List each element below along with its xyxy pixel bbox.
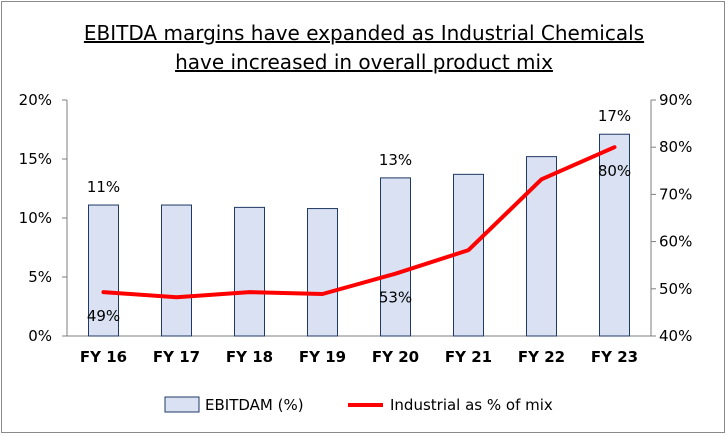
x-tick-label: FY 21: [445, 348, 492, 366]
series-line: [101, 145, 617, 300]
right-tick-label: 80%: [659, 138, 692, 156]
right-tick-label: 40%: [659, 327, 692, 345]
x-tick-label: FY 20: [372, 348, 419, 366]
x-tick-label: FY 19: [299, 348, 346, 366]
bar: [161, 204, 192, 337]
left-tick-label: 5%: [28, 268, 52, 286]
legend-line-label: Industrial as % of mix: [390, 396, 553, 414]
line-data-label: 80%: [598, 162, 631, 180]
bar-data-label: 17%: [598, 107, 631, 125]
bar: [380, 177, 411, 337]
chart-title-line-1: EBITDA margins have expanded as Industri…: [84, 21, 644, 45]
chart-title-line-2: have increased in overall product mix: [175, 50, 553, 74]
legend-bar-label: EBITDAM (%): [205, 396, 304, 414]
bar: [88, 204, 119, 337]
bar: [599, 133, 630, 337]
x-tick-label: FY 18: [226, 348, 273, 366]
x-tick-label: FY 22: [518, 348, 565, 366]
x-tick-label: FY 17: [153, 348, 200, 366]
plot-area: 0% 5% 10% 15% 20% 40% 50% 60% 70% 80% 90% FY 16 FY 1…: [19, 91, 693, 366]
left-tick-label: 0%: [28, 327, 52, 345]
bar-data-label: 13%: [379, 151, 412, 169]
line-data-label: 53%: [379, 289, 412, 307]
bar-data-label: 11%: [87, 178, 120, 196]
right-tick-label: 60%: [659, 233, 692, 251]
x-tick-label: FY 23: [591, 348, 638, 366]
bar: [526, 156, 557, 337]
left-tick-label: 15%: [19, 150, 52, 168]
x-tick-label: FY 16: [80, 348, 127, 366]
left-tick-label: 20%: [19, 91, 52, 109]
legend: EBITDAM (%) Industrial as % of mix: [164, 396, 553, 414]
bar: [234, 206, 265, 337]
left-tick-label: 10%: [19, 209, 52, 227]
legend-bar-swatch: [164, 396, 200, 413]
line-data-label: 49%: [87, 307, 120, 325]
right-tick-label: 70%: [659, 185, 692, 203]
right-tick-label: 90%: [659, 91, 692, 109]
bar: [307, 208, 338, 337]
right-tick-label: 50%: [659, 280, 692, 298]
